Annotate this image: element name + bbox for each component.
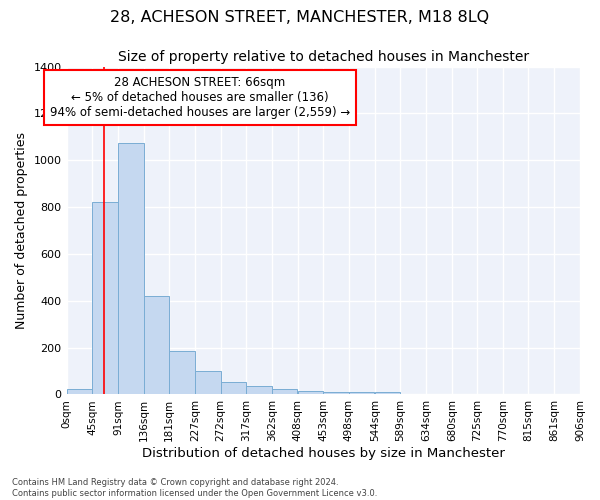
Bar — [323, 392, 349, 394]
X-axis label: Distribution of detached houses by size in Manchester: Distribution of detached houses by size … — [142, 447, 505, 460]
Bar — [92, 202, 118, 394]
Bar — [221, 382, 246, 394]
Bar — [169, 351, 194, 395]
Bar — [272, 388, 297, 394]
Bar — [298, 391, 323, 394]
Bar — [349, 392, 374, 394]
Bar — [143, 296, 169, 394]
Bar — [246, 386, 272, 394]
Bar — [195, 371, 221, 394]
Bar — [118, 142, 143, 394]
Bar — [375, 392, 400, 394]
Bar — [67, 388, 92, 394]
Y-axis label: Number of detached properties: Number of detached properties — [15, 132, 28, 329]
Title: Size of property relative to detached houses in Manchester: Size of property relative to detached ho… — [118, 50, 529, 64]
Text: Contains HM Land Registry data © Crown copyright and database right 2024.
Contai: Contains HM Land Registry data © Crown c… — [12, 478, 377, 498]
Text: 28 ACHESON STREET: 66sqm
← 5% of detached houses are smaller (136)
94% of semi-d: 28 ACHESON STREET: 66sqm ← 5% of detache… — [50, 76, 350, 120]
Text: 28, ACHESON STREET, MANCHESTER, M18 8LQ: 28, ACHESON STREET, MANCHESTER, M18 8LQ — [110, 10, 490, 25]
